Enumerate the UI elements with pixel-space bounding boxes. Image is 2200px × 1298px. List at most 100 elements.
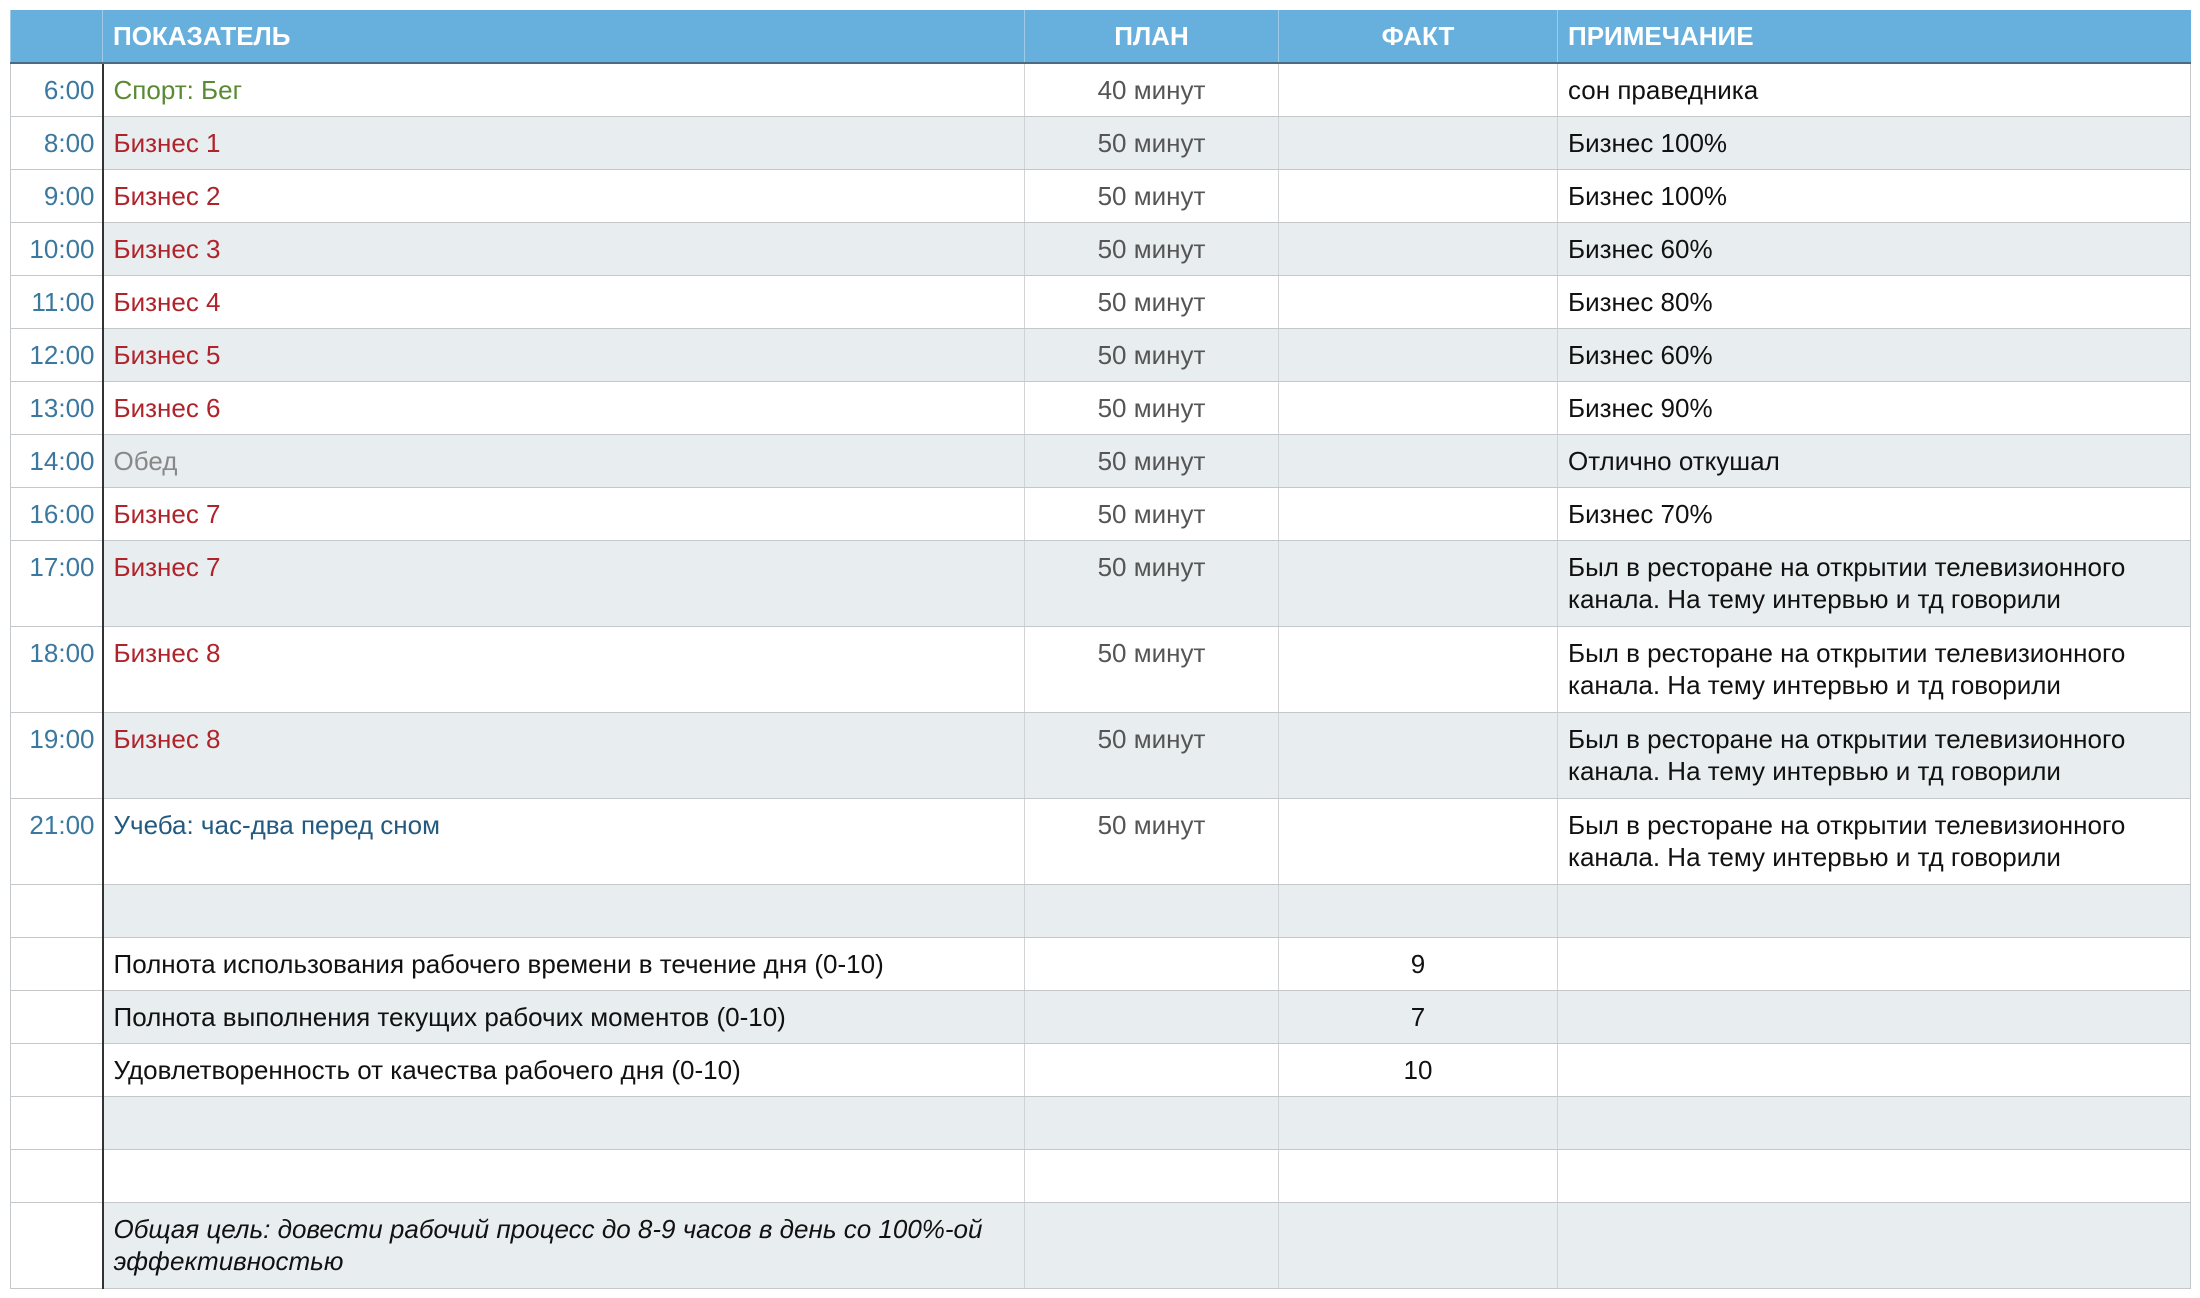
- fact-cell[interactable]: [1278, 798, 1558, 885]
- plan-cell[interactable]: 50 минут: [1024, 381, 1279, 435]
- plan-cell[interactable]: [1024, 937, 1279, 991]
- plan-cell[interactable]: [1024, 1202, 1279, 1289]
- plan-cell[interactable]: 50 минут: [1024, 222, 1279, 276]
- header-plan[interactable]: ПЛАН: [1024, 10, 1279, 64]
- indicator-cell[interactable]: Удовлетворенность от качества рабочего д…: [102, 1043, 1025, 1097]
- fact-cell[interactable]: [1278, 884, 1558, 938]
- fact-cell[interactable]: [1278, 222, 1558, 276]
- fact-cell[interactable]: [1278, 626, 1558, 713]
- time-cell[interactable]: 12:00: [10, 328, 104, 382]
- time-cell[interactable]: [10, 937, 104, 991]
- fact-cell[interactable]: [1278, 1202, 1558, 1289]
- indicator-cell[interactable]: Спорт: Бег: [102, 63, 1025, 117]
- indicator-cell[interactable]: Бизнес 7: [102, 487, 1025, 541]
- fact-cell[interactable]: [1278, 540, 1558, 627]
- header-note[interactable]: ПРИМЕЧАНИЕ: [1557, 10, 2191, 64]
- plan-cell[interactable]: [1024, 1096, 1279, 1150]
- note-cell[interactable]: [1557, 1149, 2191, 1203]
- note-cell[interactable]: [1557, 884, 2191, 938]
- indicator-cell[interactable]: Бизнес 3: [102, 222, 1025, 276]
- time-cell[interactable]: [10, 1096, 104, 1150]
- time-cell[interactable]: [10, 1202, 104, 1289]
- header-fact[interactable]: ФАКТ: [1278, 10, 1558, 64]
- indicator-cell[interactable]: [102, 884, 1025, 938]
- note-cell[interactable]: Был в ресторане на открытии телевизионно…: [1557, 798, 2191, 885]
- time-cell[interactable]: 14:00: [10, 434, 104, 488]
- indicator-cell[interactable]: Бизнес 1: [102, 116, 1025, 170]
- indicator-cell[interactable]: Бизнес 8: [102, 626, 1025, 713]
- fact-cell[interactable]: [1278, 169, 1558, 223]
- time-cell[interactable]: 6:00: [10, 63, 104, 117]
- time-cell[interactable]: [10, 990, 104, 1044]
- indicator-cell[interactable]: Бизнес 5: [102, 328, 1025, 382]
- fact-cell[interactable]: [1278, 116, 1558, 170]
- plan-cell[interactable]: 50 минут: [1024, 487, 1279, 541]
- plan-cell[interactable]: 40 минут: [1024, 63, 1279, 117]
- time-cell[interactable]: 18:00: [10, 626, 104, 713]
- indicator-cell[interactable]: Полнота использования рабочего времени в…: [102, 937, 1025, 991]
- indicator-cell[interactable]: [102, 1149, 1025, 1203]
- time-cell[interactable]: 21:00: [10, 798, 104, 885]
- indicator-cell[interactable]: Бизнес 7: [102, 540, 1025, 627]
- plan-cell[interactable]: 50 минут: [1024, 275, 1279, 329]
- fact-cell[interactable]: [1278, 1149, 1558, 1203]
- note-cell[interactable]: [1557, 1096, 2191, 1150]
- fact-cell[interactable]: 7: [1278, 990, 1558, 1044]
- time-cell[interactable]: [10, 1043, 104, 1097]
- plan-cell[interactable]: [1024, 1043, 1279, 1097]
- fact-cell[interactable]: [1278, 63, 1558, 117]
- indicator-cell[interactable]: Бизнес 2: [102, 169, 1025, 223]
- plan-cell[interactable]: 50 минут: [1024, 712, 1279, 799]
- fact-cell[interactable]: [1278, 434, 1558, 488]
- note-cell[interactable]: [1557, 937, 2191, 991]
- indicator-cell[interactable]: Общая цель: довести рабочий процесс до 8…: [102, 1202, 1025, 1289]
- indicator-cell[interactable]: Бизнес 6: [102, 381, 1025, 435]
- plan-cell[interactable]: 50 минут: [1024, 116, 1279, 170]
- indicator-cell[interactable]: Обед: [102, 434, 1025, 488]
- header-time[interactable]: [10, 10, 103, 64]
- note-cell[interactable]: Был в ресторане на открытии телевизионно…: [1557, 540, 2191, 627]
- time-cell[interactable]: 13:00: [10, 381, 104, 435]
- header-indicator[interactable]: ПОКАЗАТЕЛЬ: [102, 10, 1025, 64]
- indicator-cell[interactable]: Бизнес 8: [102, 712, 1025, 799]
- note-cell[interactable]: Бизнес 60%: [1557, 328, 2191, 382]
- fact-cell[interactable]: [1278, 487, 1558, 541]
- note-cell[interactable]: Был в ресторане на открытии телевизионно…: [1557, 626, 2191, 713]
- fact-cell[interactable]: 10: [1278, 1043, 1558, 1097]
- note-cell[interactable]: сон праведника: [1557, 63, 2191, 117]
- note-cell[interactable]: Бизнес 100%: [1557, 169, 2191, 223]
- time-cell[interactable]: [10, 884, 104, 938]
- indicator-cell[interactable]: Учеба: час-два перед сном: [102, 798, 1025, 885]
- note-cell[interactable]: [1557, 1043, 2191, 1097]
- time-cell[interactable]: 17:00: [10, 540, 104, 627]
- time-cell[interactable]: [10, 1149, 104, 1203]
- indicator-cell[interactable]: Полнота выполнения текущих рабочих момен…: [102, 990, 1025, 1044]
- fact-cell[interactable]: [1278, 275, 1558, 329]
- plan-cell[interactable]: 50 минут: [1024, 540, 1279, 627]
- time-cell[interactable]: 16:00: [10, 487, 104, 541]
- note-cell[interactable]: [1557, 990, 2191, 1044]
- plan-cell[interactable]: [1024, 990, 1279, 1044]
- fact-cell[interactable]: [1278, 1096, 1558, 1150]
- note-cell[interactable]: Бизнес 60%: [1557, 222, 2191, 276]
- plan-cell[interactable]: 50 минут: [1024, 798, 1279, 885]
- indicator-cell[interactable]: Бизнес 4: [102, 275, 1025, 329]
- fact-cell[interactable]: [1278, 712, 1558, 799]
- plan-cell[interactable]: 50 минут: [1024, 434, 1279, 488]
- plan-cell[interactable]: [1024, 884, 1279, 938]
- note-cell[interactable]: [1557, 1202, 2191, 1289]
- time-cell[interactable]: 19:00: [10, 712, 104, 799]
- plan-cell[interactable]: 50 минут: [1024, 328, 1279, 382]
- time-cell[interactable]: 11:00: [10, 275, 104, 329]
- note-cell[interactable]: Бизнес 90%: [1557, 381, 2191, 435]
- indicator-cell[interactable]: [102, 1096, 1025, 1150]
- fact-cell[interactable]: 9: [1278, 937, 1558, 991]
- plan-cell[interactable]: 50 минут: [1024, 626, 1279, 713]
- plan-cell[interactable]: 50 минут: [1024, 169, 1279, 223]
- note-cell[interactable]: Был в ресторане на открытии телевизионно…: [1557, 712, 2191, 799]
- time-cell[interactable]: 8:00: [10, 116, 104, 170]
- fact-cell[interactable]: [1278, 328, 1558, 382]
- plan-cell[interactable]: [1024, 1149, 1279, 1203]
- time-cell[interactable]: 10:00: [10, 222, 104, 276]
- note-cell[interactable]: Отлично откушал: [1557, 434, 2191, 488]
